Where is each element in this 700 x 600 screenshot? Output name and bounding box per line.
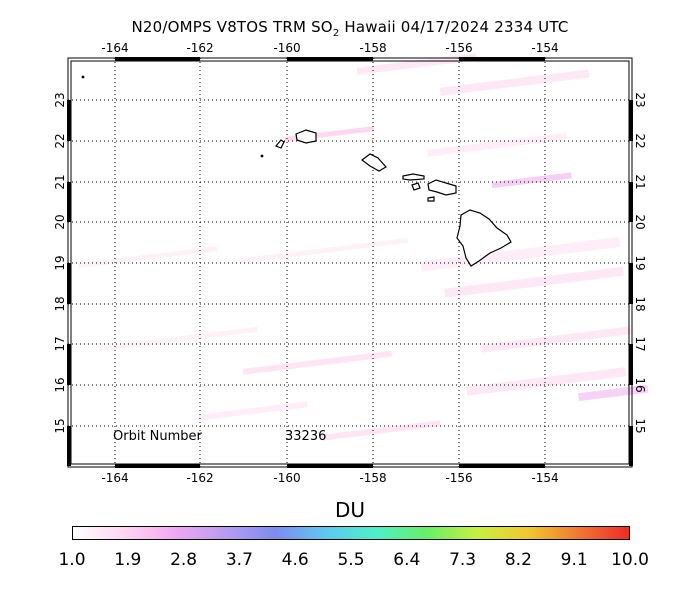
colorbar-tick-label: 5.5: [337, 550, 365, 570]
svg-text:15: 15: [53, 418, 67, 433]
orbit-number-value: 33236: [285, 429, 326, 444]
lon-labels-top: -164 -162 -160 -158 -156 -154: [101, 41, 558, 55]
svg-text:22: 22: [633, 133, 647, 148]
svg-text:19: 19: [633, 255, 647, 270]
svg-text:-158: -158: [359, 41, 386, 55]
island-maui: [427, 179, 457, 196]
island-kahoolawe: [427, 196, 435, 202]
frame-ticks: [67, 57, 633, 468]
svg-text:20: 20: [633, 214, 647, 229]
svg-text:-162: -162: [186, 41, 213, 55]
island-oahu: [361, 153, 387, 172]
svg-text:-156: -156: [445, 41, 472, 55]
island-kauai: [295, 129, 317, 144]
island-molokai: [402, 173, 425, 181]
svg-text:18: 18: [53, 296, 67, 311]
svg-text:-154: -154: [531, 41, 558, 55]
graticule: [68, 58, 632, 467]
colorbar-tick-label: 1.9: [114, 550, 142, 570]
colorbar-tick-label: 2.8: [170, 550, 198, 570]
lat-labels-left: 15 16 17 18 19 20 21 22 23: [53, 92, 67, 433]
svg-text:19: 19: [53, 255, 67, 270]
svg-text:15: 15: [633, 418, 647, 433]
colorbar-tick-label: 4.6: [281, 550, 309, 570]
svg-text:-160: -160: [273, 471, 300, 485]
colorbar-tick-label: 1.0: [58, 550, 86, 570]
svg-text:23: 23: [633, 92, 647, 107]
colorbar-tick-label: 10.0: [611, 550, 649, 570]
svg-text:23: 23: [53, 92, 67, 107]
svg-text:-154: -154: [531, 471, 558, 485]
colorbar-tick-label: 6.4: [393, 550, 421, 570]
lon-labels-bottom: -164 -162 -160 -158 -156 -154: [101, 471, 558, 485]
colorbar-unit: DU: [334, 498, 366, 522]
svg-text:-156: -156: [445, 471, 472, 485]
svg-text:16: 16: [53, 377, 67, 392]
svg-text:-158: -158: [359, 471, 386, 485]
svg-text:-162: -162: [186, 471, 213, 485]
svg-text:22: 22: [53, 133, 67, 148]
colorbar-tick-label: 8.2: [504, 550, 532, 570]
svg-text:17: 17: [633, 336, 647, 351]
svg-text:21: 21: [53, 174, 67, 189]
orbit-number-label: Orbit Number: [113, 429, 203, 444]
svg-text:20: 20: [53, 214, 67, 229]
lat-labels-right: 15 16 17 18 19 20 21 22 23: [633, 92, 647, 433]
colorbar-tick-label: 9.1: [560, 550, 588, 570]
svg-text:-160: -160: [273, 41, 300, 55]
svg-text:16: 16: [633, 377, 647, 392]
svg-text:-164: -164: [101, 41, 128, 55]
island-hawaii: [456, 209, 512, 267]
svg-text:18: 18: [633, 296, 647, 311]
svg-text:-164: -164: [101, 471, 128, 485]
colorbar-ticks: 1.0 1.9 2.8 3.7 4.6 5.5 6.4 7.3 8.2 9.1 10.0: [0, 550, 700, 574]
map-title: N20/OMPS V8TOS TRM SO2 Hawaii 04/17/2024…: [131, 18, 569, 39]
colorbar: [72, 526, 630, 540]
island-niihau: [275, 139, 285, 149]
island-lanai: [411, 182, 421, 191]
colorbar-tick-label: 3.7: [225, 550, 253, 570]
island-kaula: [260, 154, 264, 158]
island-nihoa: [81, 75, 85, 79]
svg-text:21: 21: [633, 174, 647, 189]
hawaiian-islands: [81, 75, 512, 267]
so2-swath: [78, 53, 649, 441]
colorbar-tick-label: 7.3: [449, 550, 477, 570]
svg-text:17: 17: [53, 336, 67, 351]
